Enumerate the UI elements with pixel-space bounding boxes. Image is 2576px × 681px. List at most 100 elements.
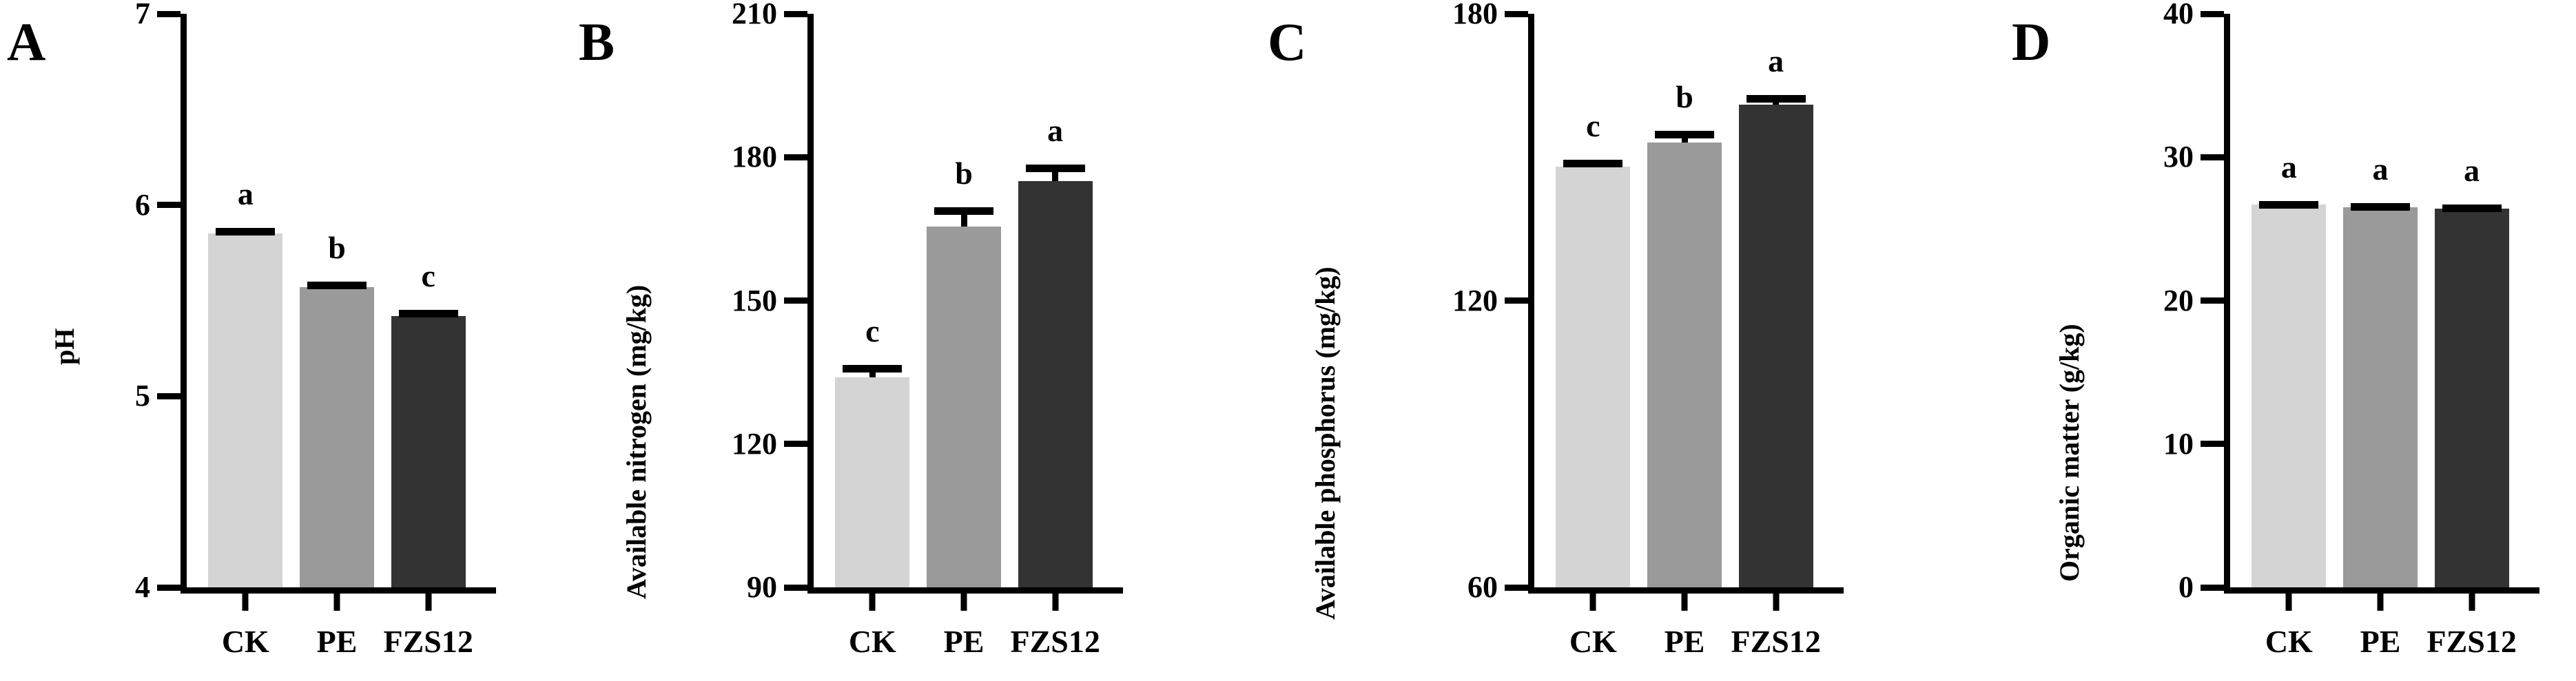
y-tick-label: 90 — [747, 570, 777, 604]
y-tick-mark — [157, 202, 181, 209]
panel-letter-c: C — [1268, 12, 1307, 72]
error-bar-stem — [869, 365, 876, 377]
y-tick-mark — [1505, 297, 1528, 304]
x-tick-label-ck: CK — [1569, 624, 1617, 659]
y-tick-label: 0 — [2178, 570, 2194, 604]
y-tick-mark — [2201, 154, 2224, 160]
significance-letter-d-fzs12: a — [2464, 152, 2480, 188]
error-bar-stem — [2285, 200, 2292, 205]
bar-c-pe — [1647, 143, 1722, 587]
y-tick-label: 4 — [135, 570, 150, 604]
significance-letter-c-ck: c — [1586, 107, 1600, 143]
bar-a-fzs12 — [391, 315, 466, 587]
bar-b-pe — [927, 226, 1001, 587]
y-axis-title-a: pH — [49, 328, 80, 365]
panel-letter-b: B — [579, 12, 615, 72]
bar-a-pe — [300, 287, 374, 587]
y-tick-mark — [784, 297, 807, 304]
error-bar-stem — [242, 227, 249, 234]
error-bar-stem — [1589, 159, 1596, 167]
error-bar-stem — [2377, 202, 2384, 208]
x-tick-mark — [1589, 587, 1596, 611]
x-tick-label-ck: CK — [221, 624, 269, 659]
y-tick-mark — [157, 584, 181, 591]
x-tick-mark — [960, 587, 967, 611]
plot-area-a: 4 5 6 7 a CK b PE c FZS12 — [135, 0, 496, 658]
error-bar-stem — [425, 310, 432, 316]
x-tick-mark — [2469, 587, 2475, 611]
error-bar-stem — [1773, 95, 1780, 105]
bar-c-fzs12 — [1738, 104, 1813, 587]
error-bar-stem — [2469, 204, 2475, 209]
error-bar-stem — [333, 281, 340, 288]
x-tick-label-fzs12: FZS12 — [1731, 624, 1821, 659]
bar-b-fzs12 — [1018, 180, 1093, 587]
bar-d-ck — [2252, 204, 2327, 587]
y-tick-mark — [2201, 584, 2224, 591]
y-tick-mark — [1505, 10, 1528, 17]
y-tick-mark — [784, 584, 807, 591]
x-tick-mark — [333, 587, 340, 611]
y-tick-label: 30 — [2163, 140, 2194, 174]
y-axis-title-b: Available nitrogen (mg/kg) — [621, 284, 652, 599]
bar-d-fzs12 — [2434, 209, 2509, 587]
y-tick-mark — [1505, 584, 1528, 591]
bar-c-ck — [1556, 167, 1631, 587]
y-tick-label: 6 — [135, 187, 150, 222]
significance-letter-d-ck: a — [2280, 149, 2297, 185]
x-tick-label-pe: PE — [316, 624, 358, 659]
plot-area-c: 60 120 180 c CK b PE a FZS12 — [1452, 0, 1844, 658]
x-tick-label-fzs12: FZS12 — [1010, 624, 1100, 659]
x-tick-label-ck: CK — [2265, 624, 2313, 659]
y-tick-label: 10 — [2163, 426, 2194, 461]
y-tick-mark — [2201, 297, 2224, 304]
error-bar-stem — [1052, 164, 1059, 181]
significance-letter-a-pe: b — [328, 229, 346, 265]
error-bar-a-fzs12 — [398, 310, 458, 318]
x-tick-mark — [1052, 587, 1059, 611]
error-bar-d-pe — [2351, 202, 2410, 211]
error-bar-stem — [1681, 131, 1688, 143]
error-bar-b-ck — [843, 365, 903, 377]
error-bar-c-pe — [1655, 131, 1714, 143]
y-tick-mark — [2201, 441, 2224, 448]
y-tick-label: 60 — [1467, 570, 1498, 604]
y-tick-label: 40 — [2163, 0, 2194, 30]
plot-area-d: 0 10 20 30 40 a CK a PE a FZS12 — [2163, 0, 2539, 658]
bar-b-ck — [835, 377, 910, 587]
x-tick-label-pe: PE — [1664, 624, 1705, 659]
x-tick-label-pe: PE — [943, 624, 985, 659]
x-tick-mark — [2377, 587, 2384, 611]
bar-a-ck — [208, 233, 283, 587]
y-tick-label: 120 — [1452, 283, 1498, 317]
error-bar-b-pe — [934, 207, 993, 227]
x-tick-mark — [1681, 587, 1688, 611]
y-tick-label: 180 — [732, 140, 777, 174]
y-axis-line — [2224, 14, 2230, 587]
y-tick-mark — [784, 10, 807, 17]
panel-letter-d: D — [2012, 12, 2051, 72]
error-bar-a-ck — [216, 227, 276, 235]
x-tick-mark — [869, 587, 876, 611]
significance-letter-b-pe: b — [955, 156, 973, 191]
significance-letter-d-pe: a — [2372, 151, 2389, 187]
y-axis-title-d: Organic matter (g/kg) — [2054, 324, 2085, 582]
y-tick-mark — [157, 392, 181, 399]
x-tick-mark — [242, 587, 249, 611]
y-tick-label: 20 — [2163, 283, 2194, 317]
error-bar-cap — [2259, 200, 2319, 209]
y-axis-line — [807, 14, 814, 587]
x-tick-label-ck: CK — [848, 624, 896, 659]
significance-letter-b-fzs12: a — [1047, 112, 1064, 148]
y-tick-label: 150 — [732, 283, 777, 317]
error-bar-d-ck — [2259, 200, 2319, 209]
significance-letter-a-fzs12: c — [421, 258, 435, 294]
error-bar-d-fzs12 — [2442, 204, 2502, 212]
x-tick-label-fzs12: FZS12 — [383, 624, 473, 659]
x-tick-mark — [2285, 587, 2292, 611]
y-tick-mark — [157, 10, 181, 17]
significance-letter-c-fzs12: a — [1768, 43, 1784, 78]
y-tick-mark — [784, 441, 807, 448]
significance-letter-c-pe: b — [1676, 79, 1693, 115]
